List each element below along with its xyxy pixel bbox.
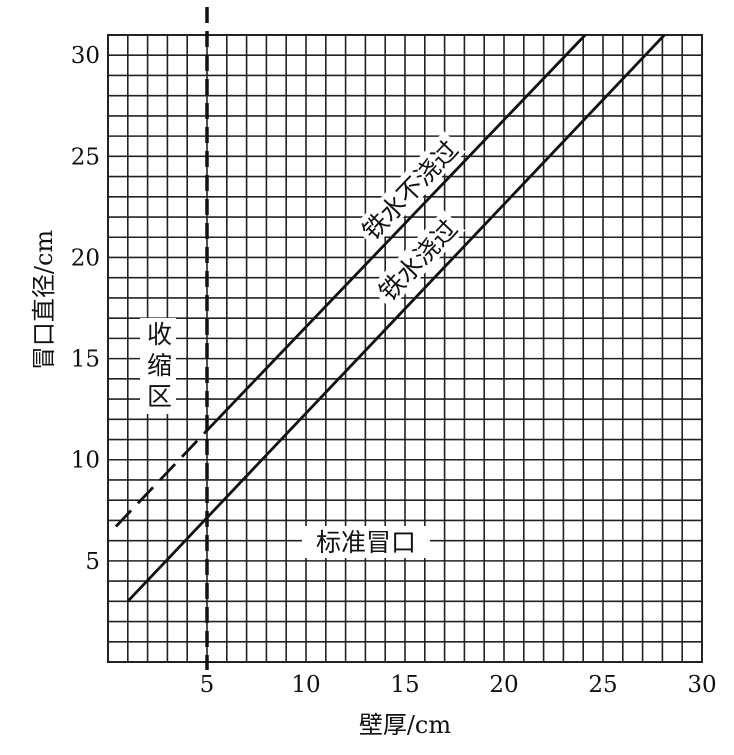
y-tick-label: 15: [71, 347, 100, 373]
x-tick-label: 30: [687, 672, 716, 698]
y-axis-label: 冒口直径/cm: [30, 230, 58, 371]
y-tick-label: 10: [71, 448, 100, 474]
shrink-zone-label: 收缩区: [140, 318, 176, 414]
y-tick-label: 5: [85, 549, 100, 575]
grid: [107, 34, 703, 663]
y-tick-label: 25: [71, 144, 100, 170]
x-tick-label: 20: [489, 672, 518, 698]
x-tick-label: 10: [291, 672, 320, 698]
series-line: [205, 34, 587, 432]
x-tick-label: 25: [588, 672, 617, 698]
y-tick-label: 30: [71, 43, 100, 69]
standard-riser-label: 标准冒口: [302, 526, 430, 558]
tick-labels: 5 10 15 20 25 30 5 10 15 20 25 30: [71, 43, 717, 698]
series-line: [114, 429, 209, 528]
series-lines: [114, 7, 666, 670]
x-axis-label: 壁厚/cm: [359, 711, 452, 739]
shrink-zone-text: 收缩区: [144, 321, 173, 414]
plot-frame: [107, 34, 703, 663]
series-line: [126, 34, 666, 603]
standard-riser-text: 标准冒口: [316, 528, 416, 557]
x-tick-label: 5: [200, 672, 215, 698]
x-tick-label: 15: [390, 672, 419, 698]
y-tick-label: 20: [71, 245, 100, 271]
